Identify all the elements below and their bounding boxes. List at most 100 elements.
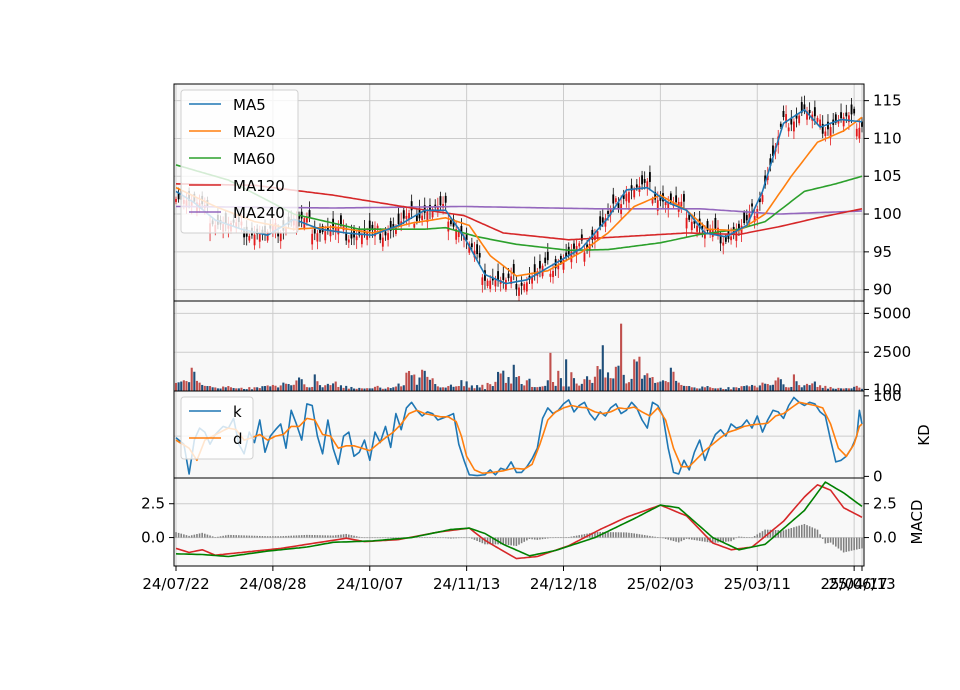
macd-osc-bar (565, 537, 567, 538)
volume-bar (855, 385, 858, 391)
macd-osc-bar (303, 534, 306, 538)
macd-osc-bar (821, 537, 824, 539)
volume-bar (334, 381, 337, 391)
macd-osc-bar (492, 537, 494, 545)
macd-osc-bar (376, 537, 379, 539)
volume-bar (756, 387, 759, 391)
macd-osc-bar (547, 537, 549, 539)
volume-bar (732, 387, 735, 391)
macd-osc-bar (785, 529, 787, 538)
candle-body (696, 225, 698, 232)
candle-body (502, 273, 505, 280)
macd-osc-bar (615, 532, 617, 538)
macd-osc-bar (353, 535, 355, 538)
macd-osc-bar (688, 537, 690, 540)
volume-bar (528, 378, 531, 391)
candle-body (829, 127, 832, 138)
volume-bar (389, 388, 392, 391)
macd-osc-bar (366, 537, 368, 539)
macd-osc-bar (759, 532, 761, 538)
macd-osc-bar (602, 532, 604, 538)
candle-body (470, 243, 473, 248)
candle-body (557, 265, 560, 270)
legend-box (180, 396, 254, 460)
macd-osc-bar (761, 531, 764, 538)
macd-osc-bar (764, 529, 766, 538)
volume-bar (303, 384, 306, 391)
candle-body (426, 211, 429, 223)
candle-body (311, 233, 314, 245)
volume-bar (373, 386, 377, 391)
candle-body (520, 282, 523, 286)
candle-body (578, 243, 581, 247)
volume-bar (206, 386, 209, 391)
candle-body (756, 209, 759, 219)
candle-body (609, 208, 612, 215)
candle-body (444, 195, 447, 203)
volume-bar (421, 369, 424, 391)
macd-osc-bar (502, 537, 505, 545)
candle-body (761, 195, 764, 202)
volume-bar (785, 387, 788, 391)
candle-body (253, 234, 256, 246)
volume-bar (758, 385, 761, 391)
macd-osc-bar (423, 537, 426, 538)
candle-body (489, 280, 492, 289)
macd-osc-bar (227, 534, 230, 538)
volume-bar (557, 370, 560, 391)
volume-bar (300, 379, 303, 391)
macd-osc-bar (790, 527, 793, 538)
macd-osc-bar (392, 537, 395, 539)
macd-osc-bar (219, 536, 222, 538)
volume-bar (481, 384, 484, 391)
candle-body (337, 226, 340, 235)
macd-osc-bar (696, 537, 698, 541)
macd-osc-bar (505, 537, 507, 545)
x-axis-ticks: 24/07/22 24/08/28 24/10/07 24/11/13 24/12/18… (142, 566, 896, 593)
macd-y-ticks-left: 2.5 0.0 (141, 495, 174, 547)
macd-osc-bar (274, 536, 277, 538)
macd-osc-bar (704, 537, 706, 542)
macd-osc-bar (321, 535, 324, 538)
volume-bar (208, 386, 212, 391)
legend-label-d: d (233, 430, 243, 448)
macd-osc-bar (531, 537, 533, 540)
candle-body (793, 121, 795, 132)
volume-bar (447, 386, 450, 391)
candle-body (455, 229, 458, 240)
macd-osc-bar (680, 537, 683, 542)
macd-osc-bar (214, 537, 217, 538)
volume-bar (352, 388, 356, 391)
y-tick-label: 100 (873, 380, 902, 398)
candle-body (766, 175, 769, 181)
volume-bar (769, 385, 772, 391)
volume-bar (792, 374, 795, 391)
macd-osc-bar (698, 537, 701, 541)
volume-bar (735, 387, 738, 391)
candle-body (392, 224, 395, 229)
macd-osc-bar (468, 537, 471, 539)
volume-bar (515, 377, 518, 391)
candle-body (633, 189, 636, 198)
macd-osc-bar (238, 535, 240, 538)
volume-bar (366, 388, 369, 391)
volume-bar (462, 386, 466, 391)
macd-osc-bar (740, 536, 743, 538)
macd-osc-bar (795, 526, 798, 538)
candle-body (175, 198, 177, 202)
volume-bar (777, 377, 780, 391)
candle-body (845, 112, 848, 117)
candle-body (701, 225, 704, 230)
macd-osc-bar (798, 525, 800, 538)
volume-bar (190, 367, 193, 391)
candle-body (738, 223, 740, 229)
y-tick-label: 115 (873, 92, 902, 110)
y-tick-label: 0.0 (141, 529, 165, 547)
volume-bar (397, 383, 400, 391)
candle-body (751, 203, 753, 207)
macd-osc-bar (272, 536, 274, 538)
volume-bar (842, 388, 845, 391)
candle-body (819, 119, 822, 127)
macd-osc-bar (748, 537, 751, 538)
macd-osc-bar (193, 534, 196, 538)
